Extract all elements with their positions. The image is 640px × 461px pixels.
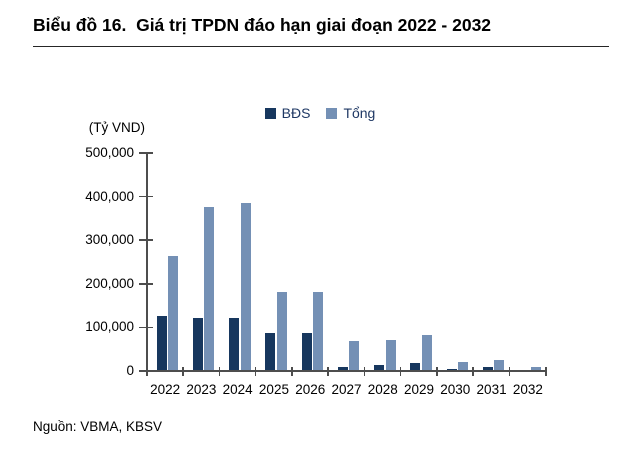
x-axis-tick-label: 2031 (476, 382, 507, 397)
x-axis-tick (436, 366, 438, 376)
x-axis-tick-label: 2023 (186, 382, 217, 397)
x-axis-tick (472, 366, 474, 376)
bar-tong-2028 (385, 339, 396, 370)
x-axis-tick-label: 2028 (367, 382, 398, 397)
bar-bds-2023 (192, 317, 203, 370)
bar-tong-2026 (313, 292, 324, 370)
x-axis-tick (327, 366, 329, 376)
bar-bds-2024 (229, 317, 240, 370)
x-axis-tick-label: 2026 (295, 382, 326, 397)
bar-tong-2027 (349, 341, 360, 370)
bar-tong-2029 (421, 335, 432, 370)
legend-swatch-icon (264, 107, 276, 119)
bar-bds-2029 (410, 362, 421, 370)
legend: BĐS Tổng (0, 103, 640, 123)
y-axis-tick-label: 0 (126, 363, 134, 378)
bar-tong-2024 (240, 203, 251, 370)
chart-title: Biểu đồ 16. Giá trị TPDN đáo hạn giai đo… (33, 15, 492, 35)
y-axis-tick-label: 300,000 (85, 232, 134, 248)
x-axis-line (146, 370, 547, 372)
legend-item-bds: BĐS (264, 105, 311, 121)
legend-label: BĐS (281, 105, 311, 121)
bar-tong-2030 (458, 361, 469, 370)
bar-bds-2031 (482, 366, 493, 370)
x-axis-tick-label: 2029 (404, 382, 435, 397)
y-axis-unit-label: (Tỷ VND) (88, 120, 145, 135)
x-axis-tick (545, 366, 547, 376)
bar-bds-2030 (446, 369, 457, 370)
bar-bds-2028 (374, 364, 385, 370)
x-axis-tick (291, 366, 293, 376)
y-axis-tick-label: 200,000 (85, 275, 134, 291)
title-underline (33, 46, 609, 47)
x-axis-tick (399, 366, 402, 376)
bar-bds-2022 (156, 316, 167, 370)
bar-tong-2023 (204, 206, 215, 370)
bar-tong-2031 (494, 360, 505, 370)
x-axis-tick (146, 366, 148, 376)
legend-label: Tổng (343, 105, 376, 121)
x-axis-tick (508, 366, 511, 376)
bar-bds-2027 (337, 366, 348, 370)
bar-bds-2026 (301, 332, 312, 370)
x-axis-tick-label: 2025 (258, 382, 289, 397)
x-axis-tick (254, 366, 257, 376)
x-axis-tick-label: 2030 (440, 382, 471, 397)
x-axis-tick-label: 2027 (331, 382, 362, 397)
x-axis-tick-label: 2024 (222, 382, 253, 397)
x-axis-tick (218, 366, 221, 376)
bar-tong-2022 (168, 255, 178, 370)
x-axis-tick-label: 2032 (512, 382, 543, 397)
y-axis-tick-label: 100,000 (85, 319, 134, 335)
y-axis-tick-label: 400,000 (85, 188, 134, 204)
x-axis-tick (363, 366, 366, 376)
source-note: Nguồn: VBMA, KBSV (33, 419, 163, 434)
x-axis-tick (182, 366, 184, 376)
x-axis-tick-label: 2022 (150, 382, 181, 397)
y-axis-tick-label: 500,000 (85, 145, 134, 160)
bar-bds-2025 (265, 332, 276, 370)
bar-tong-2025 (276, 292, 287, 370)
y-axis-line (146, 153, 148, 371)
legend-item-tong: Tổng (326, 106, 375, 120)
bar-tong-2032 (530, 367, 541, 370)
legend-swatch-icon (326, 107, 338, 119)
